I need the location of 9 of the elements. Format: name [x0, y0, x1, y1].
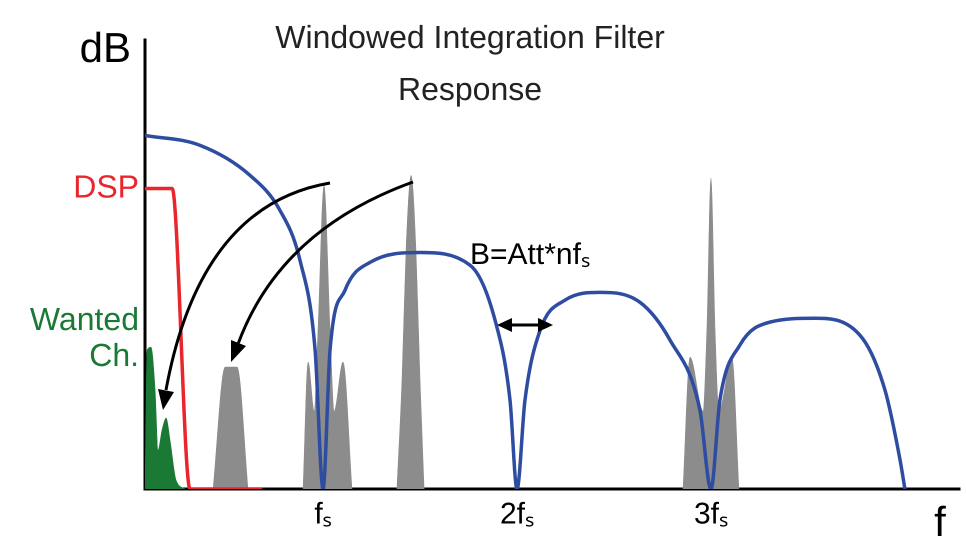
y-axis-title: dB: [80, 24, 131, 71]
x-tick-label: 3fₛ: [694, 497, 728, 530]
annotation: B=Att*nfₛ: [470, 238, 590, 271]
series-label: DSP: [73, 168, 139, 204]
x-axis-title: f: [934, 498, 946, 545]
chart-title: Windowed Integration Filter Response: [275, 19, 666, 107]
x-tick-label: fₛ: [314, 497, 332, 530]
series-label: Wanted Ch.: [30, 301, 139, 374]
x-tick-label: 2fₛ: [500, 497, 534, 530]
